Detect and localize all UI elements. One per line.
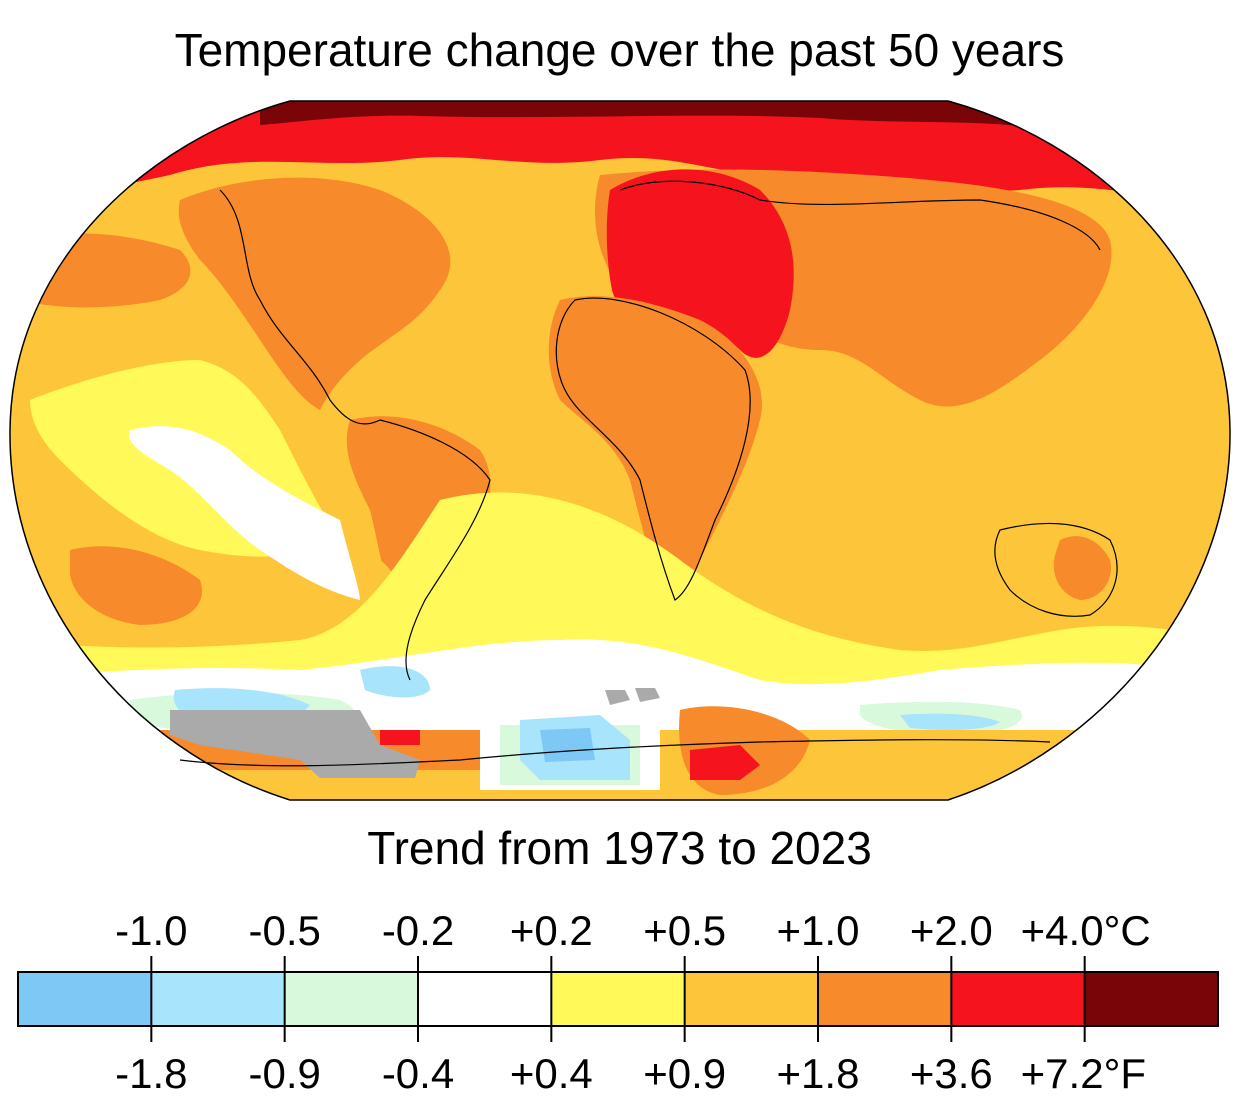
legend-bin bbox=[151, 972, 285, 1026]
legend-bin bbox=[1084, 972, 1218, 1026]
legend-bin bbox=[551, 972, 685, 1026]
celsius-tick-label: +4.0°C bbox=[1021, 907, 1151, 954]
fahrenheit-tick-label: +1.8 bbox=[777, 1050, 860, 1097]
legend-bin bbox=[284, 972, 418, 1026]
celsius-tick-labels: -1.0 -0.5 -0.2 +0.2 +0.5 +1.0 +2.0 +4.0°C bbox=[115, 907, 1151, 954]
fahrenheit-tick-label: +0.9 bbox=[643, 1050, 726, 1097]
celsius-tick-label: +0.2 bbox=[510, 907, 593, 954]
fahrenheit-tick-label: -1.8 bbox=[115, 1050, 187, 1097]
legend-bin bbox=[818, 972, 952, 1026]
legend-bin bbox=[418, 972, 552, 1026]
coastlines bbox=[179, 180, 1118, 767]
east-pacific-minimal-change bbox=[129, 426, 360, 600]
north-atlantic-warming bbox=[480, 194, 583, 281]
trend-period-label: Trend from 1973 to 2023 bbox=[367, 822, 872, 874]
antarctica-no-data-patch bbox=[605, 690, 630, 705]
fahrenheit-tick-label: +0.4 bbox=[510, 1050, 593, 1097]
southern-ocean-warming bbox=[9, 492, 1231, 700]
fahrenheit-tick-label: +7.2°F bbox=[1021, 1050, 1146, 1097]
south-pacific-warming bbox=[70, 546, 202, 625]
south-america-warming bbox=[346, 416, 491, 620]
australia-warming bbox=[1053, 536, 1111, 600]
antarctica-red-patch bbox=[380, 730, 420, 745]
legend-color-bins bbox=[18, 972, 1218, 1026]
africa-warming bbox=[548, 296, 762, 596]
map-title: Temperature change over the past 50 year… bbox=[174, 24, 1065, 76]
arctic-strong-warming bbox=[9, 101, 1231, 205]
antarctica-no-data bbox=[170, 710, 420, 778]
celsius-tick-label: +1.0 bbox=[777, 907, 860, 954]
north-america-warming bbox=[178, 177, 451, 410]
drake-passage-cooling bbox=[360, 666, 430, 698]
legend-bin bbox=[684, 972, 818, 1026]
east-antarctica-strong-warming bbox=[690, 745, 760, 780]
legend-bin bbox=[18, 972, 152, 1026]
celsius-tick-label: +0.5 bbox=[643, 907, 726, 954]
color-scale-legend: -1.0 -0.5 -0.2 +0.2 +0.5 +1.0 +2.0 +4.0°C -1.8-… bbox=[17, 907, 1219, 1097]
antarctica-no-data-patch-2 bbox=[635, 688, 660, 702]
globe-outline bbox=[9, 100, 1231, 801]
legend-bin bbox=[951, 972, 1085, 1026]
fahrenheit-tick-labels: -1.8 -0.9 -0.4 +0.4 +0.9 +1.8 +3.6 +7.2°F bbox=[115, 1050, 1146, 1097]
celsius-tick-label: -0.2 bbox=[382, 907, 454, 954]
fahrenheit-tick-label: +3.6 bbox=[910, 1050, 993, 1097]
antarctica-strong-cooling bbox=[540, 728, 595, 762]
arctic-extreme-warming bbox=[260, 101, 1050, 130]
legend-tick-marks bbox=[150, 956, 1086, 1042]
southern-indian-cooling bbox=[900, 713, 1000, 730]
fahrenheit-tick-label: -0.9 bbox=[248, 1050, 320, 1097]
fahrenheit-tick-label: -0.4 bbox=[382, 1050, 454, 1097]
legend-frame bbox=[17, 971, 1219, 1027]
celsius-tick-label: -1.0 bbox=[115, 907, 187, 954]
celsius-tick-label: +2.0 bbox=[910, 907, 993, 954]
celsius-tick-label: -0.5 bbox=[248, 907, 320, 954]
world-temperature-map bbox=[9, 100, 1231, 801]
